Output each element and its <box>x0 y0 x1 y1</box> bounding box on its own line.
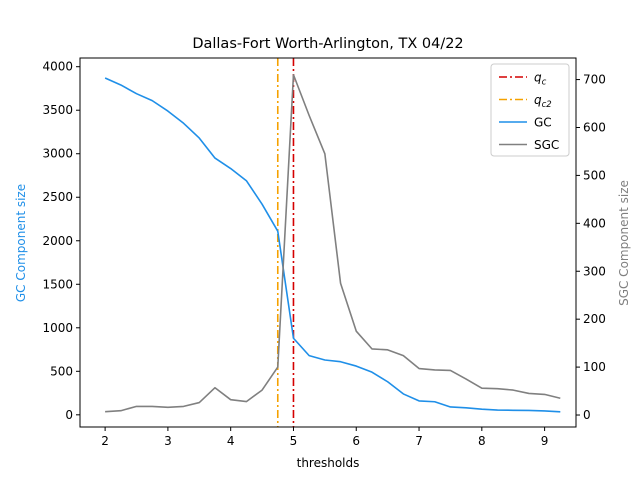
y-left-tick-label: 1000 <box>42 321 73 335</box>
plot-area <box>79 57 577 428</box>
y-right-tick-label: 500 <box>583 168 606 182</box>
x-tick-label: 4 <box>227 434 235 448</box>
chart-title: Dallas-Fort Worth-Arlington, TX 04/22 <box>192 36 463 52</box>
x-axis: 2 3 4 5 6 7 8 9 <box>101 427 548 448</box>
series-line-gc <box>104 77 561 413</box>
series-line-sgc <box>105 73 561 413</box>
y-left-tick-label: 0 <box>65 408 73 422</box>
y-left-tick-label: 1500 <box>42 277 73 291</box>
legend-label-q-c2: qc2 <box>534 93 552 110</box>
y-axis-right: 0 100 200 300 400 500 600 700 <box>576 73 606 422</box>
y-right-tick-label: 100 <box>583 360 606 374</box>
x-tick-label: 6 <box>352 434 360 448</box>
y-right-tick-label: 0 <box>583 408 591 422</box>
y-right-tick-label: 400 <box>583 216 606 230</box>
y-left-tick-label: 4000 <box>42 60 73 74</box>
y-left-tick-label: 3500 <box>42 103 73 117</box>
y-right-tick-label: 700 <box>583 73 606 87</box>
y-axis-right-label: SGC Component size <box>617 180 631 306</box>
y-axis-left-label: GC Component size <box>14 184 28 302</box>
legend-label-q-c: qc <box>534 71 547 88</box>
x-axis-label: thresholds <box>297 456 360 470</box>
y-right-tick-label: 600 <box>583 120 606 134</box>
y-right-tick-label: 200 <box>583 312 606 326</box>
y-left-tick-label: 3000 <box>42 147 73 161</box>
plot-frame <box>79 57 577 428</box>
legend-label-sgc: SGC <box>534 138 559 152</box>
legend: qc qc2 GC SGC <box>490 63 570 157</box>
x-tick-label: 8 <box>478 434 486 448</box>
x-tick-label: 2 <box>101 434 109 448</box>
y-left-tick-label: 2000 <box>42 234 73 248</box>
x-tick-label: 9 <box>541 434 549 448</box>
x-tick-label: 3 <box>164 434 172 448</box>
y-left-tick-label: 500 <box>50 364 73 378</box>
x-tick-label: 5 <box>290 434 298 448</box>
x-tick-label: 7 <box>415 434 423 448</box>
legend-box <box>490 63 570 157</box>
legend-label-gc: GC <box>534 116 552 130</box>
y-left-tick-label: 2500 <box>42 190 73 204</box>
y-right-tick-label: 300 <box>583 264 606 278</box>
y-axis-left: 0 500 1000 1500 2000 2500 3000 3500 4000 <box>42 60 80 422</box>
